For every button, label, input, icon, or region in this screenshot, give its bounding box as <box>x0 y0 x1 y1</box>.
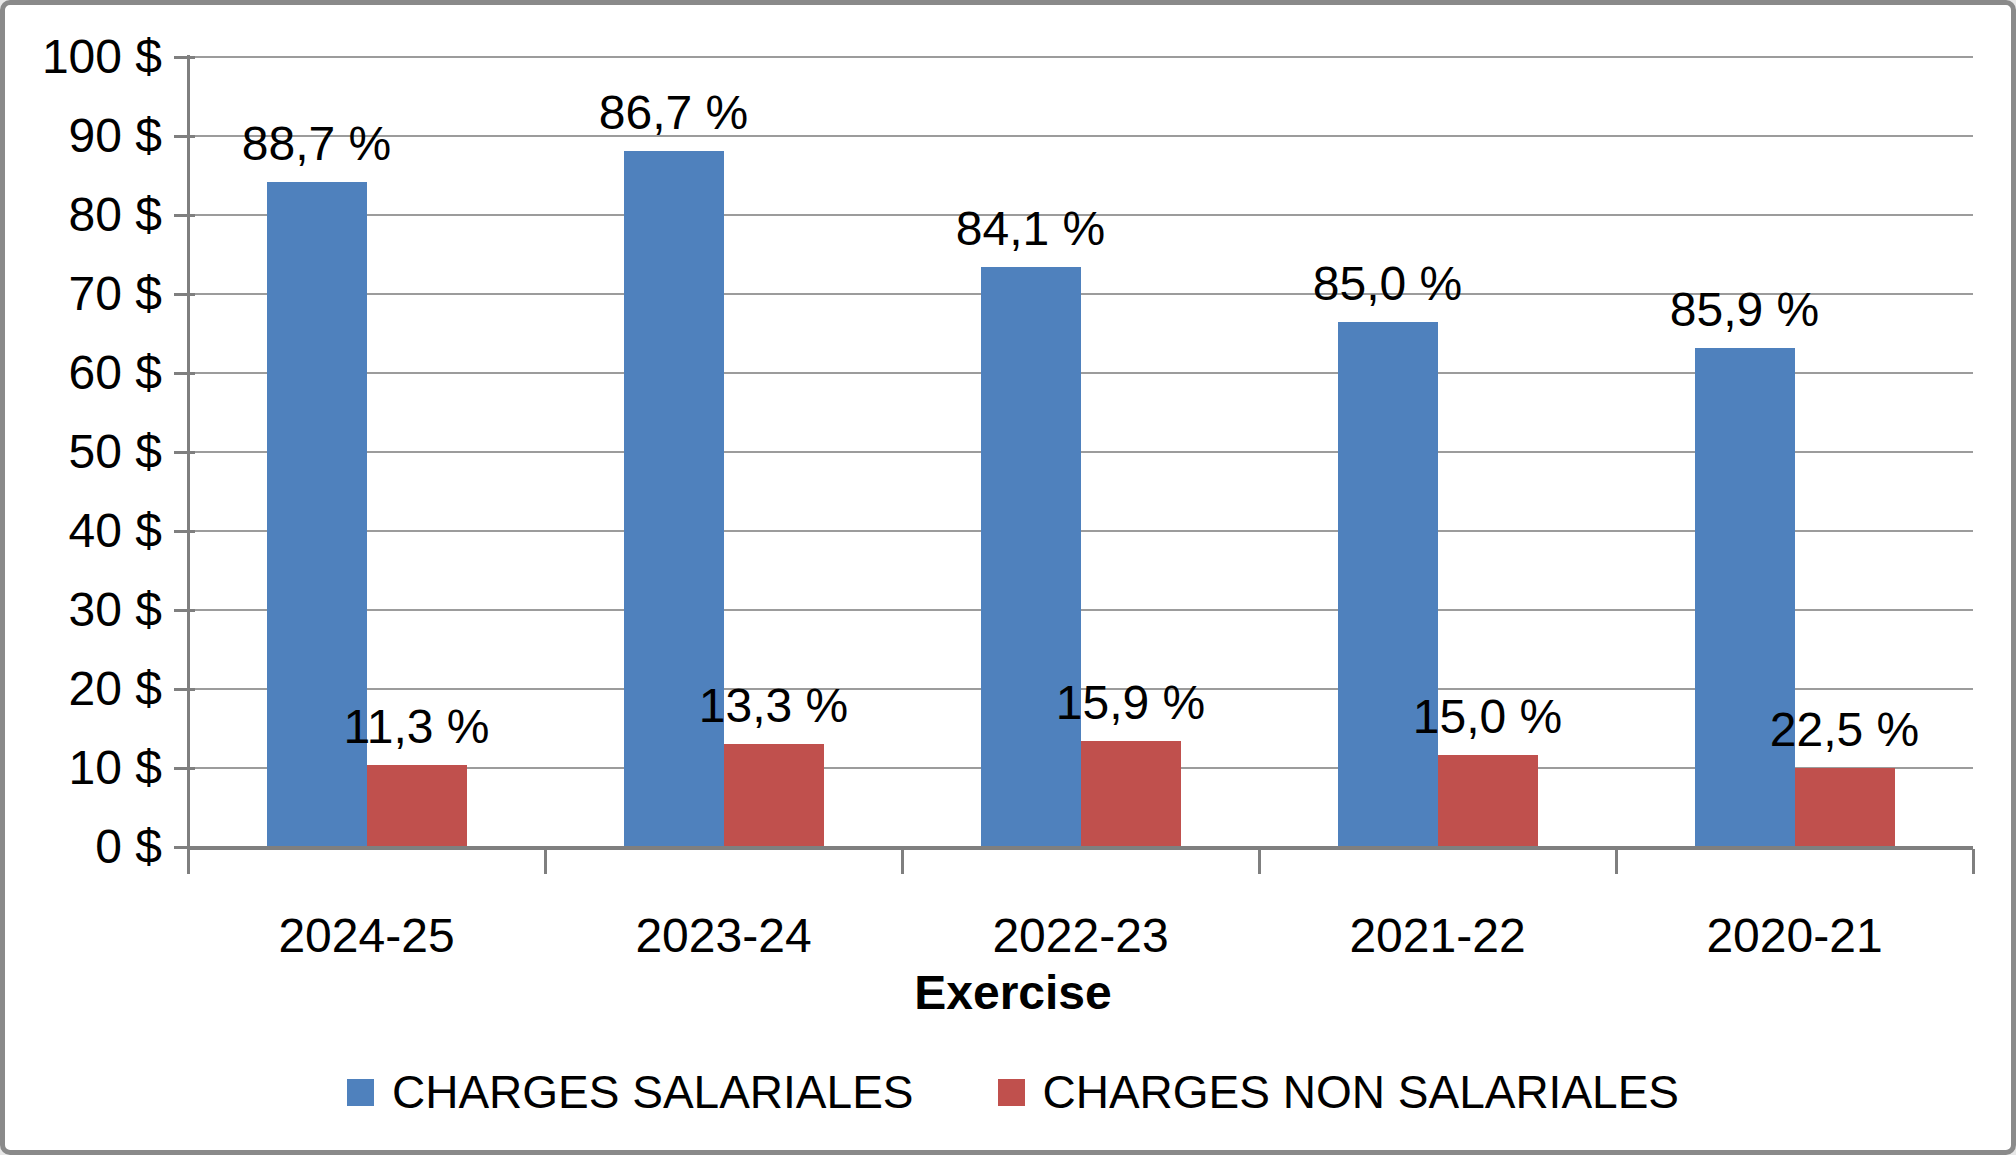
y-axis-tick <box>174 451 195 454</box>
bar-charges-non-salariales <box>1795 768 1895 847</box>
bar-charges-non-salariales <box>724 744 824 847</box>
legend-item-charges-non-salariales: CHARGES NON SALARIALES <box>998 1067 1680 1117</box>
x-axis-line <box>188 846 1973 850</box>
bar-charges-non-salariales <box>367 765 467 847</box>
bar-charges-non-salariales <box>1081 741 1181 847</box>
bar-data-label: 88,7 % <box>157 116 477 172</box>
x-axis-title: Exercise <box>5 965 2016 1020</box>
bar-charges-salariales <box>1338 322 1438 847</box>
y-axis-tick-label: 70 $ <box>2 270 162 318</box>
legend-label: CHARGES SALARIALES <box>392 1067 914 1117</box>
bar-chart-figure: 0 $ 10 $ 20 $ 30 $ 40 $ 50 $ 60 $ 70 $ 80 $ 90 $ 1… <box>0 0 2016 1155</box>
legend-item-charges-salariales: CHARGES SALARIALES <box>347 1067 914 1117</box>
x-axis-category-label: 2024-25 <box>188 911 545 961</box>
bar-charges-non-salariales <box>1438 755 1538 847</box>
y-axis-tick-label: 50 $ <box>2 428 162 476</box>
y-axis-tick <box>174 293 195 296</box>
bar-charges-salariales <box>624 151 724 847</box>
bar-data-label: 22,5 % <box>1685 702 2005 758</box>
bar-data-label: 86,7 % <box>514 85 834 141</box>
y-axis-tick <box>174 688 195 691</box>
y-axis-tick <box>174 530 195 533</box>
y-axis-tick <box>174 372 195 375</box>
bar-data-label: 15,0 % <box>1328 689 1648 745</box>
legend: CHARGES SALARIALES CHARGES NON SALARIALE… <box>5 1067 2016 1117</box>
y-axis-tick <box>174 767 195 770</box>
bar-data-label: 11,3 % <box>257 699 577 755</box>
bar-data-label: 13,3 % <box>614 678 934 734</box>
y-axis-tick <box>174 214 195 217</box>
y-axis-tick-label: 80 $ <box>2 191 162 239</box>
x-axis-tick <box>901 849 904 874</box>
x-axis-tick <box>1615 849 1618 874</box>
x-axis-category-label: 2020-21 <box>1616 911 1973 961</box>
y-axis-tick-label: 40 $ <box>2 507 162 555</box>
y-axis-line <box>187 55 190 857</box>
y-axis-tick-label: 90 $ <box>2 112 162 160</box>
bar-charges-salariales <box>981 267 1081 847</box>
x-axis-tick <box>544 849 547 874</box>
y-axis-tick-label: 10 $ <box>2 744 162 792</box>
legend-swatch-blue-icon <box>347 1079 374 1106</box>
x-axis-category-label: 2021-22 <box>1259 911 1616 961</box>
y-axis-tick <box>174 56 195 59</box>
y-axis-tick-label: 20 $ <box>2 665 162 713</box>
y-axis-tick <box>174 609 195 612</box>
y-gridline <box>188 56 1973 58</box>
x-axis-category-label: 2023-24 <box>545 911 902 961</box>
x-axis-tick <box>1972 849 1975 874</box>
legend-label: CHARGES NON SALARIALES <box>1043 1067 1680 1117</box>
x-axis-category-label: 2022-23 <box>902 911 1259 961</box>
y-axis-tick-label: 0 $ <box>2 823 162 871</box>
bar-data-label: 85,9 % <box>1585 282 1905 338</box>
y-axis-tick-label: 100 $ <box>2 33 162 81</box>
legend-swatch-red-icon <box>998 1079 1025 1106</box>
y-axis-tick-label: 30 $ <box>2 586 162 634</box>
y-axis-tick-label: 60 $ <box>2 349 162 397</box>
x-axis-tick <box>1258 849 1261 874</box>
bar-data-label: 84,1 % <box>871 201 1191 257</box>
bar-data-label: 85,0 % <box>1228 256 1548 312</box>
bar-data-label: 15,9 % <box>971 675 1291 731</box>
bar-charges-salariales <box>1695 348 1795 847</box>
